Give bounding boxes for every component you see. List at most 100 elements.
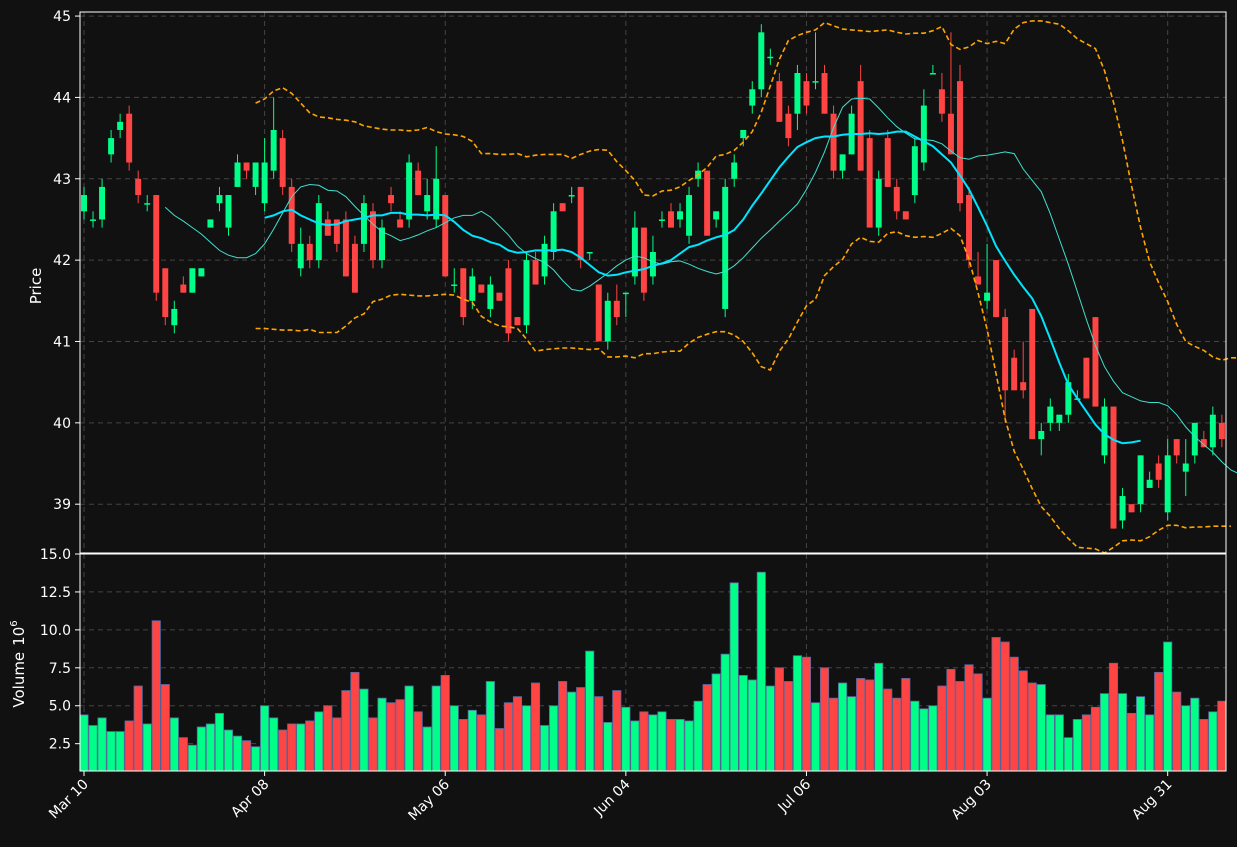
candle-body	[749, 89, 756, 106]
volume-bar	[756, 571, 766, 772]
candle-body	[704, 170, 711, 236]
candle-body	[1155, 463, 1162, 480]
candle-body	[126, 113, 133, 163]
candle-body	[1065, 382, 1072, 415]
candle-body	[776, 81, 783, 122]
candle-body	[957, 81, 963, 204]
candle-body	[288, 186, 295, 244]
volume-axis-label-base: 10	[10, 627, 28, 646]
volume-bar	[1027, 682, 1037, 772]
volume-bar	[449, 705, 459, 772]
sma-fast-line	[164, 97, 1237, 474]
volume-axis-label-power: 6	[9, 620, 20, 626]
upper-bollinger-band	[255, 20, 1237, 362]
candle-body	[496, 292, 503, 301]
volume-bar	[838, 682, 848, 772]
volume-bar	[1009, 656, 1019, 772]
volume-bar	[1217, 700, 1227, 772]
candle-body	[767, 56, 774, 59]
candle-body	[875, 178, 882, 228]
candle-body	[884, 138, 891, 187]
volume-bar	[747, 679, 757, 772]
candle-body	[153, 195, 160, 293]
price-panel-frame	[79, 11, 1227, 554]
candle-body	[514, 317, 521, 326]
volume-bar	[359, 688, 369, 772]
candle-body	[279, 138, 286, 187]
volume-bar	[955, 681, 965, 772]
candle-body	[342, 219, 349, 277]
candle-body	[424, 195, 431, 212]
candle-body	[668, 211, 674, 228]
volume-bar	[458, 719, 468, 772]
volume-bar	[278, 729, 288, 772]
volume-bar	[973, 673, 983, 772]
price-tick-label: 40	[53, 416, 71, 432]
candle-body	[216, 195, 223, 204]
candle-body	[722, 186, 729, 309]
candle-body	[333, 219, 340, 244]
candle-body	[559, 203, 566, 212]
candle-body	[189, 268, 196, 293]
volume-bar	[585, 650, 595, 772]
volume-bar	[79, 714, 89, 772]
candle-body	[442, 195, 449, 277]
candle-body	[1083, 357, 1090, 399]
volume-bar	[883, 688, 893, 772]
price-tick-label: 45	[53, 9, 71, 25]
candle-body	[911, 146, 918, 196]
volume-bar	[1136, 696, 1146, 772]
candle-body	[144, 203, 151, 205]
candle-body	[1101, 406, 1108, 456]
volume-bar	[269, 717, 279, 772]
candle-body	[1092, 317, 1099, 407]
volume-bar	[1172, 691, 1182, 772]
volume-bar	[404, 685, 414, 772]
volume-tick-label: 10.0	[40, 623, 71, 639]
candles	[81, 24, 1225, 529]
volume-bar	[1190, 697, 1200, 772]
volume-bar	[982, 697, 992, 772]
volume-bar	[503, 702, 513, 772]
candle-body	[920, 105, 927, 163]
candle-body	[1029, 308, 1036, 440]
volume-bar	[431, 685, 441, 772]
volume-bar	[232, 735, 243, 772]
volume-bar	[1081, 714, 1091, 772]
volume-bar	[964, 664, 974, 772]
volume-bar	[1018, 670, 1028, 772]
volume-bar	[1117, 693, 1128, 772]
volume-bar	[711, 673, 721, 772]
volume-axis-label-text: Volume	[10, 652, 28, 708]
candle-body	[351, 243, 358, 293]
price-axis-ticks: 39 40 41 42 43 44 45	[53, 9, 80, 513]
candle-body	[270, 129, 277, 171]
candle-body	[1209, 414, 1216, 448]
volume-bar	[792, 655, 802, 772]
volume-bar	[810, 702, 821, 772]
volume-tick-label: 5.0	[49, 699, 71, 715]
candle-body	[902, 211, 909, 220]
candle-body	[379, 227, 385, 261]
volume-bar	[187, 744, 197, 772]
volume-bar	[801, 656, 812, 772]
candle-body	[975, 276, 982, 285]
candle-body	[460, 268, 467, 318]
price-tick-label: 41	[53, 334, 71, 350]
volume-panel-frame	[79, 553, 1227, 772]
volume-bar	[395, 699, 405, 772]
candle-body	[929, 73, 936, 75]
price-tick-label: 39	[53, 497, 71, 513]
candle-body	[839, 154, 846, 171]
volume-bar	[594, 696, 604, 772]
candle-body	[640, 227, 647, 293]
volume-bar	[1099, 693, 1110, 772]
volume-bar	[223, 729, 234, 772]
volume-bar	[648, 714, 658, 772]
volume-bar	[512, 696, 523, 772]
volume-bar	[124, 720, 134, 772]
candle-body	[207, 219, 214, 228]
candle-body	[523, 260, 530, 326]
volume-bar	[386, 702, 396, 772]
